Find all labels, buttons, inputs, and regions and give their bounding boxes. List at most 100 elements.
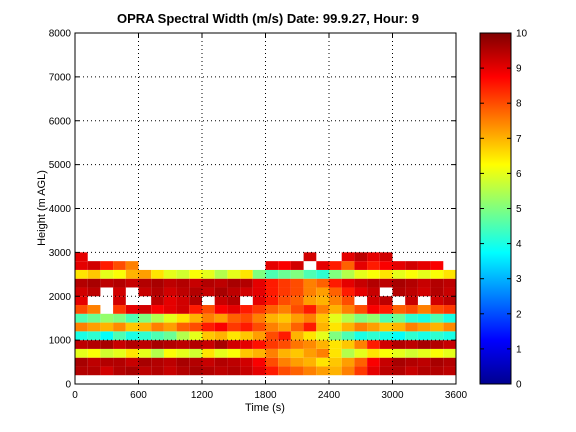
y-tick-label: 0 [65,380,71,391]
heatmap-cell [163,296,177,306]
heatmap-cell [214,305,228,314]
heatmap-cell [278,296,291,306]
heatmap-cell [87,340,101,349]
heatmap-cell [163,357,177,367]
heatmap-cell [367,322,380,332]
heatmap-cell [100,278,114,288]
heatmap-cell [329,287,342,297]
heatmap-cell [87,357,101,367]
heatmap-cell [151,331,164,341]
heatmap-cell [265,357,279,367]
heatmap-cell [417,287,431,297]
heatmap-cell [151,296,164,306]
heatmap-cell [240,269,253,279]
heatmap-cell [265,348,279,358]
heatmap-cell [87,331,101,341]
heatmap-cell [290,322,304,332]
heatmap-cell [278,366,291,376]
heatmap-cell [316,278,329,288]
colorbar-ticks: 0 1 2 3 4 5 6 7 8 9 10 [480,29,528,391]
heatmap-cell [278,340,291,349]
heatmap-cell [113,278,126,288]
heatmap-cell [443,269,456,279]
heatmap-cell [290,287,304,297]
heatmap-cell [214,331,228,341]
heatmap-cell [163,348,177,358]
heatmap-cell [75,278,88,288]
heatmap-cell [163,269,177,279]
heatmap-cell [417,331,431,341]
heatmap-cell [443,340,456,349]
heatmap-cell [303,348,317,358]
heatmap-cell [151,269,164,279]
heatmap-cell [176,287,190,297]
heatmap-cell [151,348,164,358]
heatmap-cell [138,269,152,279]
heatmap-cell [303,269,317,279]
y-tick-label: 7000 [49,72,72,83]
y-axis-label: Height (m AGL) [36,170,48,246]
heatmap-cell [240,340,253,349]
heatmap-cell [163,287,177,297]
heatmap-cell [341,340,355,349]
heatmap-cell [100,331,114,341]
heatmap-cell [329,331,342,341]
heatmap-cell [316,340,329,349]
heatmap-cell [303,357,317,367]
heatmap-cell [430,269,444,279]
heatmap-cell [125,357,139,367]
heatmap-cell [367,261,380,270]
heatmap-cell [163,278,177,288]
heatmap-cell [392,331,406,341]
heatmap-cell [316,269,329,279]
heatmap-cell [341,269,355,279]
heatmap-cell [430,278,444,288]
heatmap-cell [138,357,152,367]
heatmap-cell [176,322,190,332]
heatmap-cell [354,331,368,341]
heatmap-cell [202,322,215,332]
heatmap-cell [189,296,202,306]
heatmap-cell [392,261,406,270]
heatmap-cell [100,322,114,332]
heatmap-cell [405,269,418,279]
heatmap-cell [75,348,88,358]
heatmap-cell [354,278,368,288]
heatmap-cell [329,269,342,279]
heatmap-cell [417,313,431,323]
heatmap-cell [303,278,317,288]
chart-title: OPRA Spectral Width (m/s) Date: 99.9.27,… [117,11,419,26]
heatmap-cell [405,313,418,323]
colorbar-tick-label: 8 [516,99,522,110]
heatmap-cell [278,357,291,367]
heatmap-cell [316,313,329,323]
heatmap-cell [443,331,456,341]
heatmap-cell [113,366,126,376]
heatmap-cell [113,296,126,306]
heatmap-cell [341,296,355,306]
heatmap-cell [290,305,304,314]
heatmap-cell [87,313,101,323]
heatmap-cell [252,278,266,288]
heatmap-cell [379,366,393,376]
heatmap-cell [75,340,88,349]
heatmap-cell [176,269,190,279]
heatmap-cell [189,357,202,367]
heatmap-cell [443,278,456,288]
heatmap-cell [163,331,177,341]
heatmap-cell [151,366,164,376]
heatmap-cell [240,322,253,332]
heatmap-cell [138,348,152,358]
heatmap-cell [367,287,380,297]
heatmap-cell [214,313,228,323]
heatmap-cell [379,252,393,262]
heatmap-cell [227,296,241,306]
heatmap-cell [303,313,317,323]
heatmap-cell [75,261,88,270]
heatmap-cell [240,357,253,367]
heatmap-cell [202,348,215,358]
heatmap-cell [75,296,88,306]
heatmap-cell [163,366,177,376]
y-tick-label: 2000 [49,292,72,303]
